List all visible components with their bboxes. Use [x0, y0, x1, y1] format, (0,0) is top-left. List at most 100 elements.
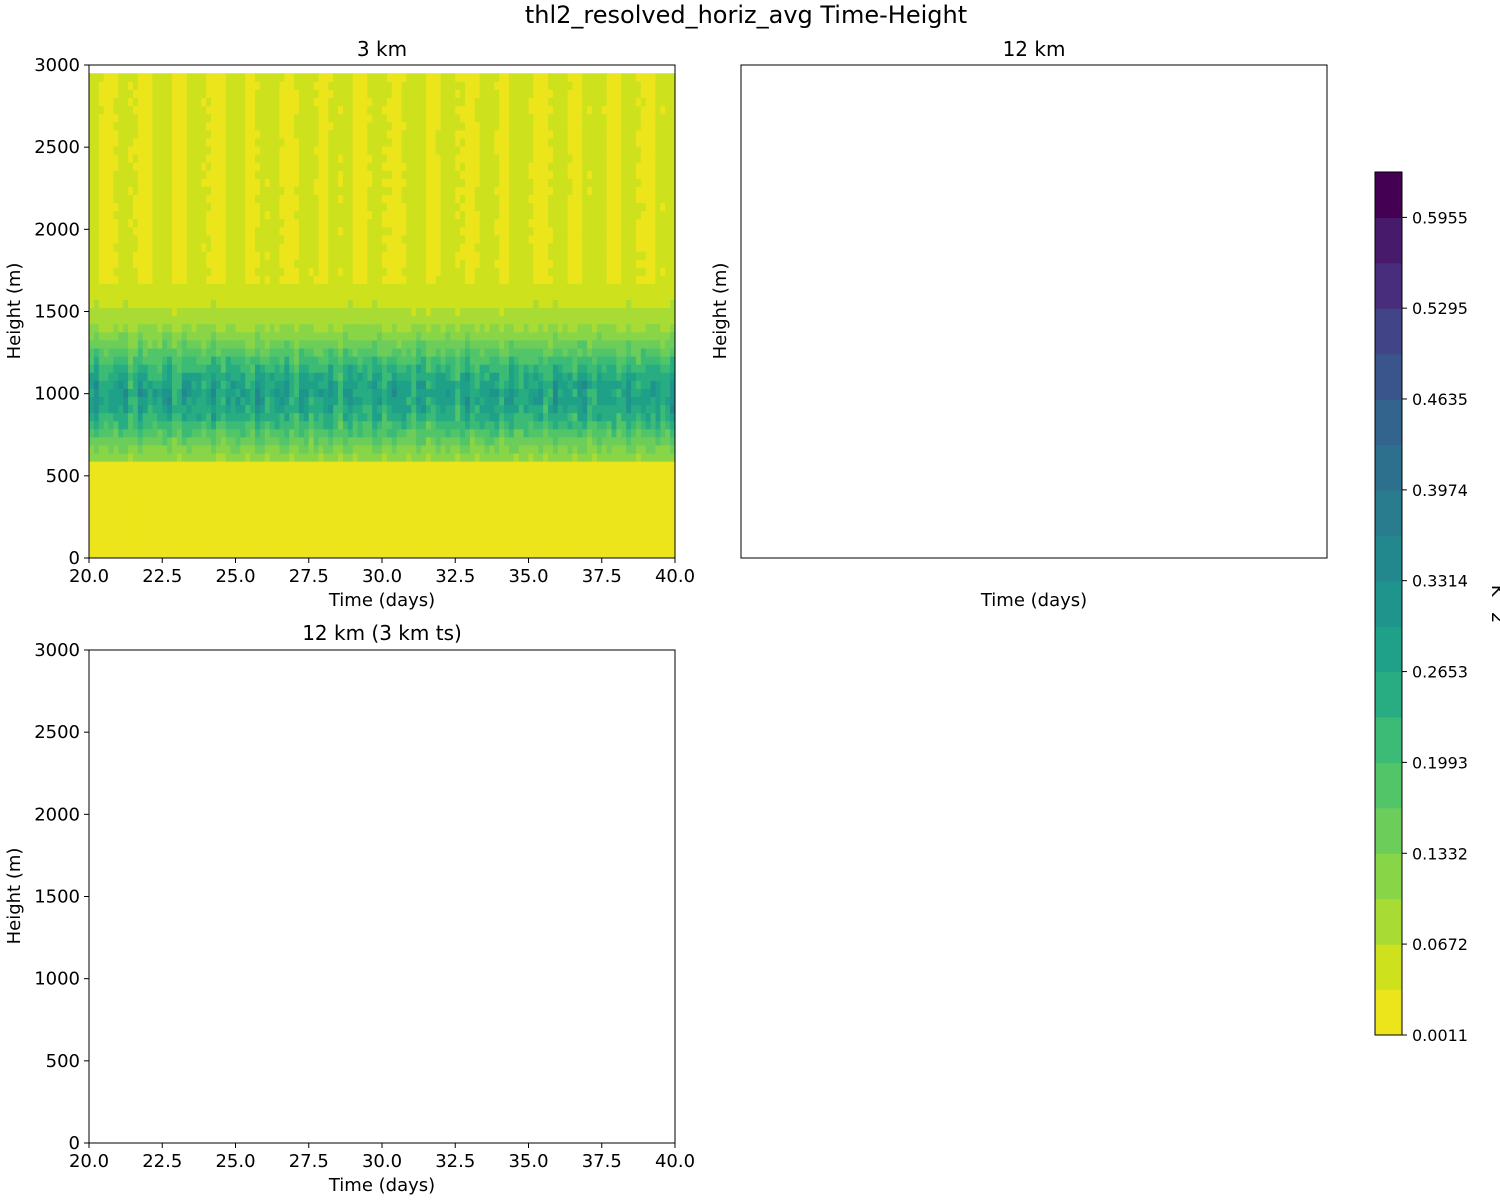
heatmap-cell: [186, 129, 193, 139]
heatmap-cell: [362, 275, 368, 284]
heatmap-cell: [103, 477, 110, 486]
heatmap-cell: [235, 347, 241, 357]
heatmap-cell: [484, 396, 491, 406]
heatmap-cell: [176, 485, 183, 494]
heatmap-cell: [367, 137, 373, 147]
heatmap-cell: [196, 178, 202, 187]
heatmap-cell: [430, 250, 437, 260]
heatmap-cell: [186, 299, 193, 309]
heatmap-cell: [367, 121, 373, 131]
heatmap-cell: [382, 137, 388, 147]
heatmap-cell: [181, 97, 188, 107]
heatmap-cell: [201, 89, 207, 99]
heatmap-cell: [294, 218, 300, 228]
heatmap-cell: [157, 186, 163, 196]
heatmap-cell: [211, 356, 217, 365]
heatmap-cell: [230, 372, 237, 381]
heatmap-cell: [264, 436, 271, 446]
heatmap-cell: [308, 162, 315, 171]
heatmap-cell: [323, 275, 329, 284]
heatmap-cell: [460, 89, 466, 99]
heatmap-cell: [382, 444, 388, 454]
heatmap-cell: [284, 428, 290, 438]
heatmap-cell: [269, 493, 276, 503]
heatmap-cell: [147, 396, 154, 406]
heatmap-cell: [93, 380, 100, 389]
heatmap-cell: [352, 307, 359, 317]
heatmap-cell: [318, 242, 324, 252]
heatmap-cell: [313, 210, 320, 220]
heatmap-cell: [269, 73, 276, 82]
heatmap-cell: [235, 420, 241, 430]
heatmap-cell: [89, 501, 95, 511]
heatmap-cell: [382, 186, 388, 196]
heatmap-cell: [406, 202, 412, 212]
heatmap-cell: [108, 339, 115, 349]
heatmap-cell: [108, 420, 115, 430]
heatmap-cell: [489, 323, 495, 333]
heatmap-cell: [132, 307, 139, 317]
heatmap-cell: [484, 226, 491, 236]
heatmap-cell: [430, 113, 437, 123]
heatmap-cell: [191, 436, 198, 446]
heatmap-cell: [108, 129, 115, 139]
heatmap-cell: [362, 533, 368, 543]
heatmap-cell: [323, 380, 329, 389]
heatmap-cell: [167, 388, 173, 398]
heatmap-cell: [162, 137, 168, 147]
heatmap-cell: [328, 242, 334, 252]
heatmap-cell: [128, 283, 134, 292]
heatmap-cell: [162, 380, 168, 389]
heatmap-cell: [196, 186, 202, 196]
heatmap-cell: [191, 234, 198, 244]
heatmap-cell: [474, 477, 481, 486]
heatmap-cell: [425, 178, 432, 187]
heatmap-cell: [142, 234, 149, 244]
heatmap-cell: [172, 461, 178, 470]
heatmap-cell: [103, 121, 110, 131]
heatmap-cell: [425, 347, 432, 357]
heatmap-cell: [284, 89, 290, 99]
heatmap-cell: [132, 234, 139, 244]
heatmap-cell: [98, 226, 105, 236]
heatmap-cell: [191, 283, 198, 292]
heatmap-cell: [421, 275, 427, 284]
heatmap-cell: [406, 81, 412, 90]
heatmap-cell: [435, 509, 442, 519]
heatmap-cell: [167, 307, 173, 317]
heatmap-cell: [342, 202, 349, 212]
heatmap-cell: [269, 242, 276, 252]
heatmap-cell: [240, 315, 246, 325]
heatmap-cell: [440, 372, 447, 381]
heatmap-cell: [98, 218, 105, 228]
heatmap-cell: [93, 145, 100, 155]
heatmap-cell: [298, 372, 305, 381]
heatmap-cell: [147, 299, 154, 309]
heatmap-cell: [269, 307, 276, 317]
heatmap-cell: [328, 356, 334, 365]
heatmap-cell: [206, 154, 212, 163]
heatmap-cell: [118, 89, 124, 99]
heatmap-cell: [328, 129, 334, 139]
heatmap-cell: [113, 388, 119, 398]
heatmap-cell: [211, 97, 217, 107]
heatmap-cell: [401, 291, 408, 301]
heatmap-cell: [123, 259, 129, 268]
heatmap-cell: [103, 73, 110, 82]
heatmap-cell: [132, 339, 139, 349]
heatmap-cell: [294, 73, 300, 82]
heatmap-cell: [308, 267, 315, 276]
heatmap-cell: [196, 380, 202, 389]
heatmap-cell: [372, 89, 378, 99]
heatmap-cell: [352, 339, 359, 349]
heatmap-cell: [176, 315, 183, 325]
heatmap-cell: [347, 121, 354, 131]
heatmap-cell: [118, 485, 124, 494]
heatmap-cell: [103, 533, 110, 543]
heatmap-cell: [362, 356, 368, 365]
heatmap-cell: [333, 89, 339, 99]
heatmap-cell: [391, 452, 398, 462]
heatmap-cell: [269, 299, 276, 309]
heatmap-cell: [269, 170, 276, 179]
heatmap-cell: [206, 477, 212, 486]
